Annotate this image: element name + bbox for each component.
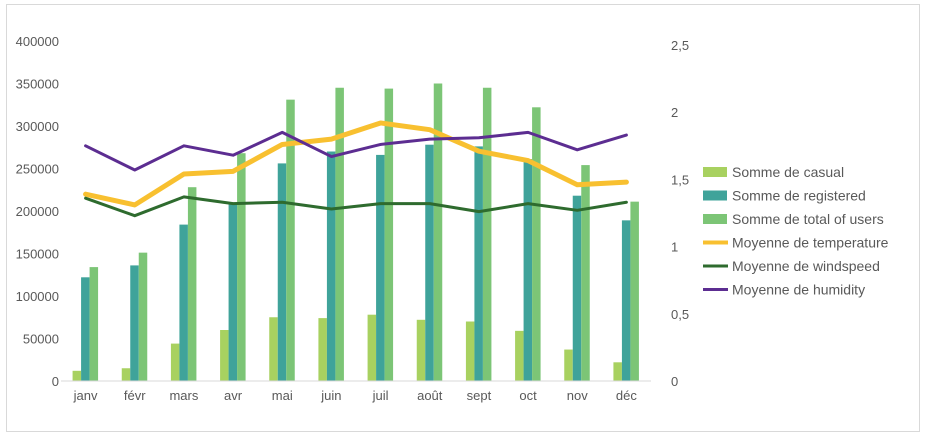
bar-somme-de-casual-3 [220, 330, 229, 381]
right-axis-tick-label: 2,5 [671, 38, 689, 53]
legend-label: Moyenne de temperature [732, 235, 889, 251]
x-axis-tick-label: mars [169, 388, 198, 403]
bar-somme-de-casual-11 [613, 362, 622, 381]
legend-label: Moyenne de windspeed [732, 258, 880, 274]
line-moyenne-de-windspeed [84, 195, 628, 218]
left-axis-tick-label: 400000 [16, 34, 59, 49]
bar-somme-de-total-of-users-10 [581, 165, 590, 381]
left-axis-tick-label: 100000 [16, 289, 59, 304]
chart-area: 0 50000 100000 150000 200000 250000 300000 3500… [6, 4, 920, 432]
x-axis-tick-label: sept [467, 388, 492, 403]
bar-somme-de-total-of-users-2 [187, 187, 197, 381]
legend-swatch-2 [703, 214, 727, 224]
bar-somme-de-total-of-users-3 [237, 153, 246, 381]
line-moyenne-de-temperature [83, 120, 629, 208]
right-axis-tick-label: 0,5 [671, 307, 689, 322]
bar-somme-de-registered-0 [81, 277, 90, 381]
bar-somme-de-registered-3 [228, 204, 238, 381]
right-axis-tick-label: 1 [671, 240, 678, 255]
bar-somme-de-casual-8 [465, 321, 475, 381]
bar-somme-de-registered-1 [130, 265, 139, 381]
bar-somme-de-registered-4 [277, 163, 287, 381]
legend: Somme de casual Somme de registered Somme … [703, 164, 889, 298]
left-axis-tick-label: 350000 [16, 77, 59, 92]
right-axis-tick-label: 2 [671, 105, 678, 120]
right-axis-tick-label: 1,5 [671, 172, 689, 187]
bar-somme-de-casual-5 [318, 318, 327, 381]
bar-somme-de-registered-9 [523, 159, 533, 381]
x-axis-tick-label: févr [124, 388, 146, 403]
bar-somme-de-total-of-users-7 [433, 83, 443, 381]
legend-swatch-1 [703, 190, 727, 201]
x-axis-tick-label: janv [73, 388, 98, 403]
legend-label: Somme de casual [732, 164, 844, 180]
left-axis-tick-label: 200000 [16, 204, 59, 219]
x-axis-tick-label: mai [272, 388, 293, 403]
bar-series [72, 83, 639, 382]
left-axis-tick-label: 250000 [16, 162, 59, 177]
bar-somme-de-total-of-users-5 [335, 87, 344, 381]
bar-somme-de-registered-6 [376, 154, 385, 381]
left-axis-tick-label: 150000 [16, 247, 59, 262]
bar-somme-de-casual-4 [269, 317, 278, 381]
left-axis-tick-label: 300000 [16, 119, 59, 134]
legend-label: Moyenne de humidity [732, 282, 865, 298]
right-axis-tick-label: 0 [671, 374, 678, 389]
bar-somme-de-total-of-users-4 [286, 99, 295, 382]
x-axis-tick-label: août [417, 388, 443, 403]
bar-somme-de-total-of-users-1 [138, 252, 148, 381]
bar-somme-de-total-of-users-0 [89, 267, 99, 381]
bar-somme-de-registered-10 [572, 195, 582, 381]
line-moyenne-de-humidity [84, 130, 628, 172]
bar-somme-de-casual-6 [367, 314, 377, 381]
bar-somme-de-casual-2 [170, 343, 180, 381]
bar-somme-de-total-of-users-9 [532, 107, 541, 382]
bar-somme-de-total-of-users-11 [630, 201, 639, 381]
legend-swatch-0 [703, 167, 727, 177]
bar-somme-de-casual-9 [515, 330, 524, 381]
x-axis-tick-label: juil [372, 388, 389, 403]
x-axis-tick-label: nov [567, 388, 588, 403]
right-axis-ticks: 0 0,5 1 1,5 2 2,5 [671, 38, 689, 389]
bar-somme-de-casual-0 [72, 370, 82, 381]
x-axis-tick-label: oct [519, 388, 537, 403]
bar-somme-de-casual-7 [416, 319, 426, 381]
bar-somme-de-registered-8 [474, 146, 483, 381]
bar-somme-de-registered-7 [425, 144, 434, 381]
bar-somme-de-casual-10 [564, 349, 573, 381]
line-series [83, 120, 629, 218]
x-axis-tick-label: avr [224, 388, 243, 403]
combo-chart: 0 50000 100000 150000 200000 250000 300000 3500… [16, 34, 889, 403]
bar-somme-de-casual-1 [121, 368, 131, 381]
bar-somme-de-total-of-users-8 [482, 87, 492, 381]
x-axis-tick-labels: janv févr mars avr mai juin juil août sept oct nov… [73, 388, 638, 403]
bar-somme-de-registered-2 [179, 224, 188, 381]
bar-somme-de-registered-11 [621, 220, 631, 381]
legend-label: Somme de registered [732, 188, 866, 204]
left-axis-tick-label: 50000 [23, 332, 59, 347]
x-axis-tick-label: déc [616, 388, 637, 403]
bar-somme-de-total-of-users-6 [384, 88, 394, 381]
bar-somme-de-registered-5 [326, 151, 336, 381]
left-axis-ticks: 0 50000 100000 150000 200000 250000 300000 3500… [16, 34, 59, 389]
left-axis-tick-label: 0 [52, 374, 59, 389]
x-axis-tick-label: juin [320, 388, 341, 403]
legend-label: Somme de total of users [732, 211, 884, 227]
